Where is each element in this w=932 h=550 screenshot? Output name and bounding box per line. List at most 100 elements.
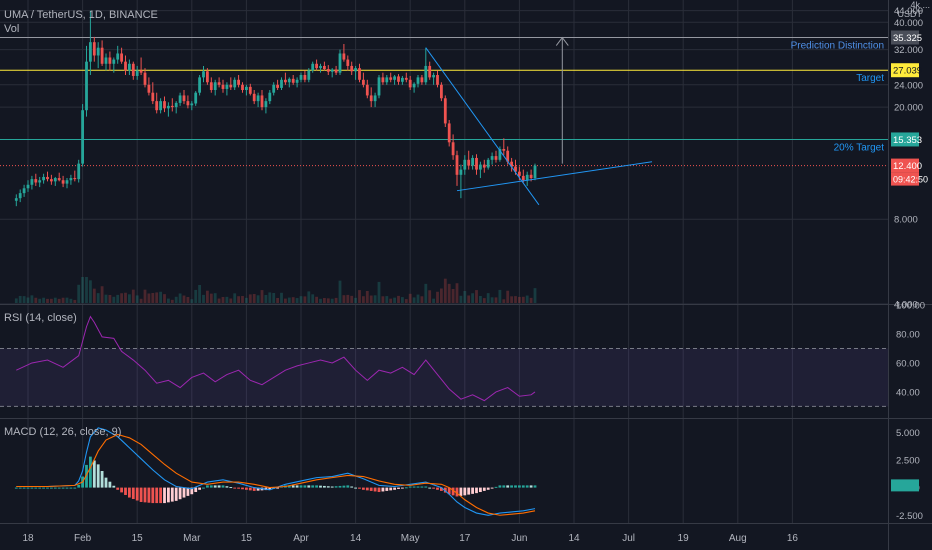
candle: [120, 47, 123, 64]
volume-bar: [85, 277, 88, 303]
candle: [73, 170, 77, 182]
macd-histogram-bar: [237, 487, 240, 489]
resistance-trendline: [425, 47, 540, 206]
horizontal-lines: Prediction Distinction Target 20% Target: [0, 37, 888, 167]
candle: [53, 176, 57, 186]
candle-body: [408, 79, 412, 88]
candle-body: [120, 53, 123, 62]
candle-body: [295, 79, 299, 83]
volume-bar: [46, 298, 49, 303]
candle-body: [319, 65, 322, 69]
volume-bar: [533, 288, 537, 303]
volume-bar: [377, 281, 381, 303]
candle: [459, 164, 463, 199]
macd-histogram-bar: [330, 486, 334, 488]
candle-body: [89, 42, 92, 62]
macd-histogram-bar: [206, 485, 209, 488]
macd-histogram-bar: [182, 487, 186, 498]
macd-histogram-bar: [338, 485, 342, 488]
candle: [338, 49, 342, 76]
rsi-label[interactable]: RSI (14, close): [4, 312, 77, 324]
volume-bar: [369, 295, 373, 303]
candlestick-series: [14, 10, 537, 303]
candle-body: [252, 93, 256, 102]
candle-body: [334, 69, 338, 73]
candle: [319, 63, 322, 73]
macd-histogram-bar: [151, 487, 155, 504]
candle: [408, 75, 412, 91]
candle: [167, 102, 170, 117]
macd-histogram-bar: [408, 486, 412, 488]
candle: [416, 75, 420, 88]
macd-histogram-bar: [397, 487, 400, 489]
current-price-line-price-box: [891, 158, 919, 173]
candle-body: [490, 156, 494, 160]
candle: [502, 138, 506, 156]
volume-bar: [280, 292, 283, 303]
candle-body: [18, 193, 22, 199]
macd-histogram-bar: [291, 485, 295, 488]
volume-bar: [170, 299, 174, 303]
volume-bar: [53, 297, 57, 303]
macd-histogram-bar: [131, 487, 135, 500]
volume-bar: [326, 298, 330, 303]
volume-bar: [186, 297, 190, 303]
macd-histogram-bar: [14, 487, 18, 489]
macd-histogram-bar: [424, 486, 428, 488]
volume-bar: [443, 278, 447, 303]
candle-body: [245, 86, 248, 91]
volume-bar: [264, 295, 268, 303]
volume-bar: [432, 298, 435, 303]
candle: [38, 176, 42, 188]
candle: [365, 79, 369, 99]
candle: [389, 72, 393, 83]
volume-bar: [174, 296, 178, 303]
volume-bar: [319, 298, 322, 303]
candle-body: [521, 175, 525, 181]
candle-body: [182, 95, 186, 102]
macd-label[interactable]: MACD (12, 26, close, 9): [4, 426, 122, 438]
candle: [108, 51, 112, 71]
symbol-title[interactable]: UMA / TetherUS, 1D, BINANCE: [4, 9, 158, 21]
price-tick-label: 20.000: [894, 103, 923, 114]
candle-body: [209, 82, 213, 91]
twenty-target-line-price-box: [891, 132, 919, 147]
price-tick-label: 8.000: [894, 215, 918, 226]
prediction-line-price-label: 35.325: [893, 33, 922, 44]
candle: [412, 82, 416, 93]
macd-histogram-bar: [428, 487, 432, 489]
macd-histogram-bar: [436, 487, 439, 490]
candle: [381, 72, 385, 85]
macd-histogram-bar: [112, 485, 116, 488]
volume-label[interactable]: Vol: [4, 23, 20, 35]
candle-body: [502, 149, 506, 151]
candle-body: [112, 59, 116, 64]
volume-bar: [245, 297, 248, 303]
macd-histogram-bar: [167, 487, 170, 503]
candle: [229, 77, 233, 91]
price-tick-label: 4.000: [894, 300, 918, 311]
macd-histogram-bar: [443, 487, 447, 493]
macd-histogram-bar: [479, 487, 482, 493]
candle: [100, 40, 104, 66]
volume-bar: [291, 297, 295, 303]
candle-body: [272, 84, 276, 93]
macd-histogram-bar: [311, 485, 315, 488]
scale-currency[interactable]: USDT: [897, 9, 923, 19]
volume-bar: [525, 295, 529, 303]
x-tick-label: Aug: [729, 533, 747, 544]
volume-bar: [311, 294, 315, 303]
candle-body: [377, 77, 381, 96]
candle-body: [221, 84, 225, 89]
rsi-tick-label: 40.00: [896, 387, 920, 398]
candle: [104, 53, 108, 71]
candle-body: [510, 161, 513, 167]
volume-bar: [96, 293, 100, 303]
candle-body: [159, 101, 162, 111]
macd-histogram-bar: [217, 485, 221, 488]
volume-bar: [362, 296, 365, 303]
candle-body: [81, 110, 84, 164]
candle: [163, 96, 166, 113]
candle: [155, 92, 159, 114]
